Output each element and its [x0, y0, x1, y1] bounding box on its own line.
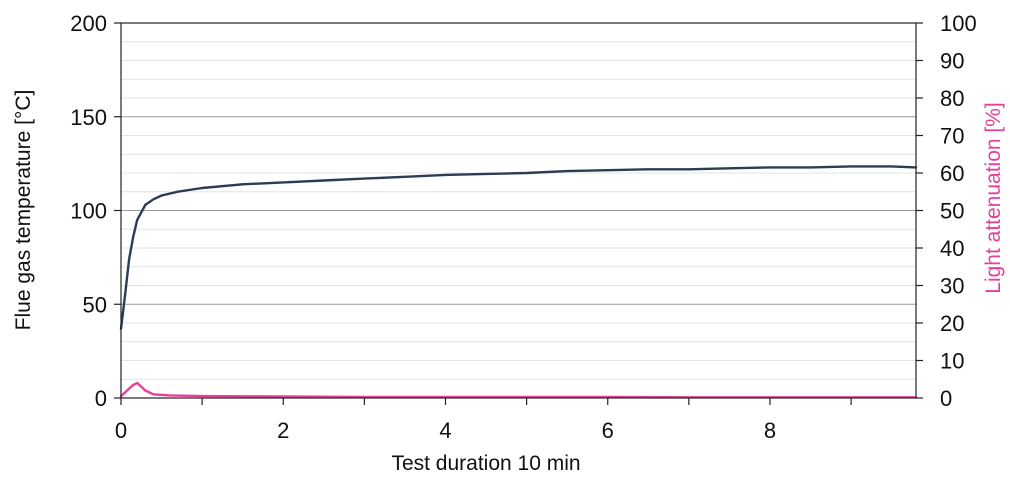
- y2-tick-label: 50: [940, 199, 964, 224]
- y-tick-label: 50: [83, 292, 107, 317]
- bottom-axis: 0 2 4 6 8: [115, 398, 852, 443]
- series-layer: [119, 165, 918, 399]
- y-axis-title: Flue gas temperature [°C]: [12, 90, 35, 331]
- y2-tick-label: 60: [940, 161, 964, 186]
- x-tick-label: 2: [277, 418, 289, 443]
- y-tick-label: 200: [70, 11, 107, 36]
- light-attenuation-series-line: [119, 381, 918, 399]
- x-tick-label: 0: [115, 418, 127, 443]
- y-tick-label: 0: [95, 386, 107, 411]
- y2-tick-label: 40: [940, 236, 964, 261]
- x-axis-title: Test duration 10 min: [391, 452, 580, 475]
- temperature-series-line: [119, 165, 918, 330]
- grid: [121, 41, 916, 380]
- y2-tick-label: 10: [940, 349, 964, 374]
- y2-tick-label: 100: [940, 11, 977, 36]
- y2-axis-title: Light attenuation [%]: [982, 102, 1005, 293]
- left-axis: 0 50 100 150 200: [70, 11, 121, 411]
- x-tick-label: 6: [602, 418, 614, 443]
- y2-tick-label: 90: [940, 49, 964, 74]
- y-tick-label: 100: [70, 199, 107, 224]
- y2-tick-label: 80: [940, 86, 964, 111]
- x-tick-label: 8: [764, 418, 776, 443]
- y2-tick-label: 0: [940, 386, 952, 411]
- y2-tick-label: 70: [940, 124, 964, 149]
- y2-tick-label: 30: [940, 274, 964, 299]
- right-axis: 0 10 20 30 40 50 60 70 80 90 100: [916, 11, 977, 411]
- x-tick-label: 4: [439, 418, 451, 443]
- y2-tick-label: 20: [940, 311, 964, 336]
- y-tick-label: 150: [70, 105, 107, 130]
